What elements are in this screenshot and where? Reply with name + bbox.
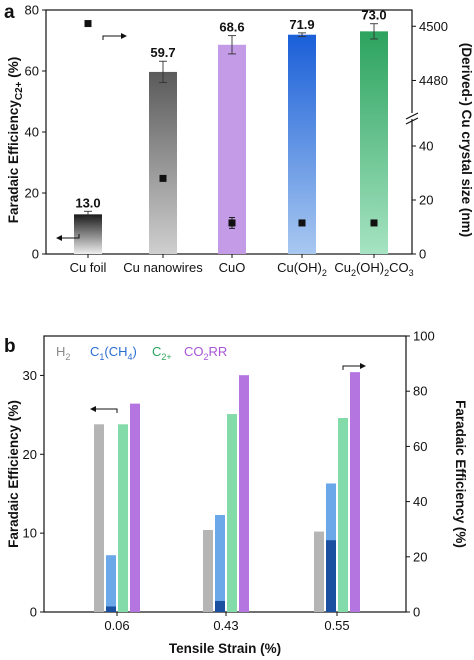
bar-H2-0: [94, 424, 104, 612]
value-label-3: 71.9: [289, 17, 314, 32]
y2-lower-tick-label-2: 40: [419, 139, 433, 154]
panel-a-crystal-size-points: [84, 20, 378, 229]
panel-b: b 0 10 20 30 0 20 40 60 80 100 0.06 0.43 0.55 H2 C1(…: [4, 329, 468, 657]
panel-a-y2label: (Derived-) Cu crystal size (nm): [459, 43, 474, 237]
panel-b-categories: 0.06 0.43 0.55: [104, 618, 349, 633]
category-label-4: Cu2(OH)2CO3: [334, 260, 413, 278]
y2-tick-label-0: 0: [413, 605, 420, 620]
panel-b-legend: H2 C1(CH4) C2+ CO2RR: [56, 344, 227, 362]
y-tick-label-1: 10: [23, 526, 37, 541]
bar-H2-1: [203, 529, 213, 612]
panel-a-left-axis-arrow: [56, 234, 80, 241]
panel-a-right-axis-arrow: [102, 33, 127, 40]
panel-b-right-axis-arrow: [342, 363, 366, 370]
bar-1: [149, 71, 177, 254]
bar-4: [360, 31, 388, 254]
panel-b-bars: [94, 372, 360, 612]
crystal-point-1: [159, 174, 167, 182]
bar-C1(CH4)-0: [106, 555, 116, 612]
panel-b-left-axis-arrow: [90, 406, 118, 413]
panel-a-value-labels: 13.0 59.7 68.6 71.9 73.0: [75, 8, 386, 211]
crystal-point-3: [298, 219, 306, 227]
crystal-point-0: [84, 20, 92, 28]
panel-b-ylabel: Faradaic Efficiency (%): [6, 400, 21, 548]
y2-tick-label-4: 80: [413, 384, 427, 399]
y2-tick-label-2: 40: [413, 494, 427, 509]
panel-a-bars: [74, 23, 388, 254]
bar-0: [74, 214, 102, 254]
panel-b-y2label: Faradaic Efficiency (%): [453, 400, 468, 548]
y-tick-label-2: 20: [23, 447, 37, 462]
category-label-1: 0.43: [213, 618, 238, 633]
value-label-1: 59.7: [150, 45, 175, 60]
category-label-2: CuO: [219, 260, 246, 275]
bar-CO2RR-2: [350, 372, 360, 612]
legend-item-3: CO2RR: [184, 344, 227, 362]
bar-3: [288, 34, 316, 254]
bar-C1(CH4)-1: [215, 515, 225, 612]
y-tick-label-4: 80: [25, 3, 39, 18]
bar-CO2RR-1: [239, 375, 249, 612]
category-label-2: 0.55: [324, 618, 349, 633]
value-label-2: 68.6: [219, 20, 244, 35]
bar-inner-C1(CH4)-0: [106, 606, 116, 612]
bar-inner-C1(CH4)-1: [215, 600, 225, 612]
y2-tick-label-5: 100: [413, 329, 435, 344]
panel-a-axis-break: [405, 112, 419, 125]
panel-b-label: b: [4, 336, 16, 357]
y2-tick-label-1: 20: [413, 549, 427, 564]
legend-item-2: C2+: [152, 344, 172, 362]
bar-CO2RR-0: [130, 403, 140, 612]
value-label-0: 13.0: [75, 195, 100, 210]
bar-C2+-1: [227, 414, 237, 612]
y-tick-label-3: 30: [23, 368, 37, 383]
bar-C2+-2: [338, 418, 348, 612]
crystal-point-4: [370, 219, 378, 227]
bar-C2+-0: [118, 424, 128, 612]
panel-a-ticks: 0 20 40 60 80 0 20 40 4480 4500: [25, 3, 448, 262]
panel-a-categories: Cu foil Cu nanowires CuO Cu(OH)2 Cu2(OH)2CO3: [70, 260, 414, 278]
y-tick-label-1: 20: [25, 186, 39, 201]
legend-item-1: C1(CH4): [90, 344, 137, 362]
category-label-1: Cu nanowires: [123, 260, 203, 275]
y-tick-label-0: 0: [30, 605, 37, 620]
y2-lower-tick-label-1: 20: [419, 193, 433, 208]
category-label-3: Cu(OH)2: [277, 260, 327, 278]
bar-H2-2: [314, 531, 324, 612]
y2-upper-tick-label-0: 4480: [419, 73, 448, 88]
y2-lower-tick-label-0: 0: [419, 247, 426, 262]
category-label-0: Cu foil: [70, 260, 107, 275]
bar-inner-C1(CH4)-2: [326, 540, 336, 612]
y-tick-label-2: 40: [25, 125, 39, 140]
y-tick-label-0: 0: [32, 247, 39, 262]
panel-a-label: a: [4, 2, 15, 23]
y-tick-label-3: 60: [25, 64, 39, 79]
legend-item-0: H2: [56, 344, 70, 362]
panel-b-xlabel: Tensile Strain (%): [169, 641, 281, 656]
crystal-point-2: [228, 219, 236, 227]
y2-upper-tick-label-1: 4500: [419, 19, 448, 34]
panel-a: a 0 20 40 60 80 0 20 40 4480 4500 13.0 59.7 68.6 71.…: [4, 2, 474, 278]
value-label-4: 73.0: [361, 8, 386, 23]
panel-b-ticks: 0 10 20 30 0 20 40 60 80 100: [23, 329, 435, 620]
y2-tick-label-3: 60: [413, 439, 427, 454]
panel-a-ylabel: Faradaic EfficiencyC2+ (%): [6, 57, 25, 223]
category-label-0: 0.06: [104, 618, 129, 633]
